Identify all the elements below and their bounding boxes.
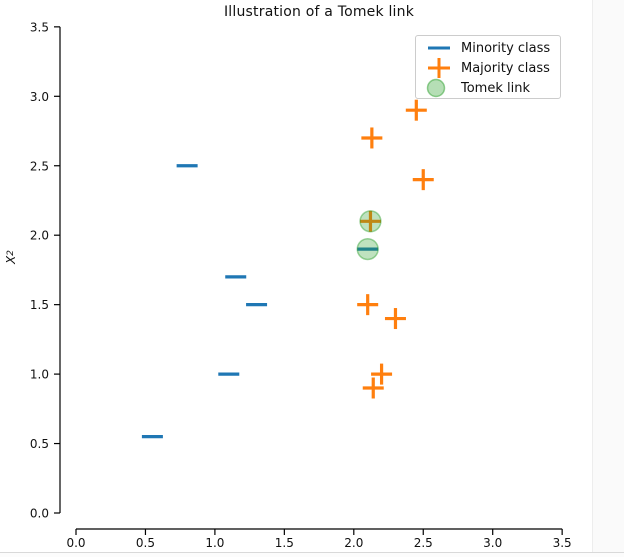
background-right-strip bbox=[592, 0, 624, 552]
x-tick-label: 3.0 bbox=[483, 536, 502, 550]
x-tick-label: 1.5 bbox=[275, 536, 294, 550]
legend-label-majority-class: Majority class bbox=[461, 60, 550, 76]
majority-class-plus-icon bbox=[428, 58, 450, 78]
tomek-link-circle-icon bbox=[426, 78, 446, 98]
legend: Minority class Majority class Tomek link bbox=[415, 35, 561, 99]
x-tick-label: 2.5 bbox=[414, 536, 433, 550]
y-tick-label: 0.5 bbox=[30, 437, 49, 451]
y-tick-label: 3.5 bbox=[30, 20, 49, 34]
y-tick-label: 3.0 bbox=[30, 90, 49, 104]
legend-label-tomek-link: Tomek link bbox=[461, 80, 530, 96]
legend-item-tomek-link: Tomek link bbox=[421, 78, 554, 98]
y-tick-label: 0.0 bbox=[30, 507, 49, 521]
legend-item-majority-class: Majority class bbox=[421, 58, 554, 78]
background-bottom-strip bbox=[0, 552, 624, 557]
x-tick-label: 2.0 bbox=[344, 536, 363, 550]
tomek-link-marker bbox=[356, 237, 379, 261]
tomek-link-marker bbox=[359, 210, 382, 233]
y-tick-label: 1.5 bbox=[30, 298, 49, 312]
minority-class-dash-icon bbox=[428, 46, 450, 50]
legend-item-minority-class: Minority class bbox=[421, 38, 554, 58]
y-tick-label: 1.0 bbox=[30, 368, 49, 382]
y-tick-label: 2.0 bbox=[30, 229, 49, 243]
x-tick-label: 3.5 bbox=[553, 536, 572, 550]
x-tick-label: 1.0 bbox=[205, 536, 224, 550]
y-tick-label: 2.5 bbox=[30, 159, 49, 173]
legend-label-minority-class: Minority class bbox=[461, 40, 551, 56]
x-tick-label: 0.0 bbox=[66, 536, 85, 550]
chart-title: Illustration of a Tomek link bbox=[223, 4, 415, 20]
x-tick-label: 0.5 bbox=[136, 536, 155, 550]
y-axis-label-base: X bbox=[4, 255, 18, 264]
